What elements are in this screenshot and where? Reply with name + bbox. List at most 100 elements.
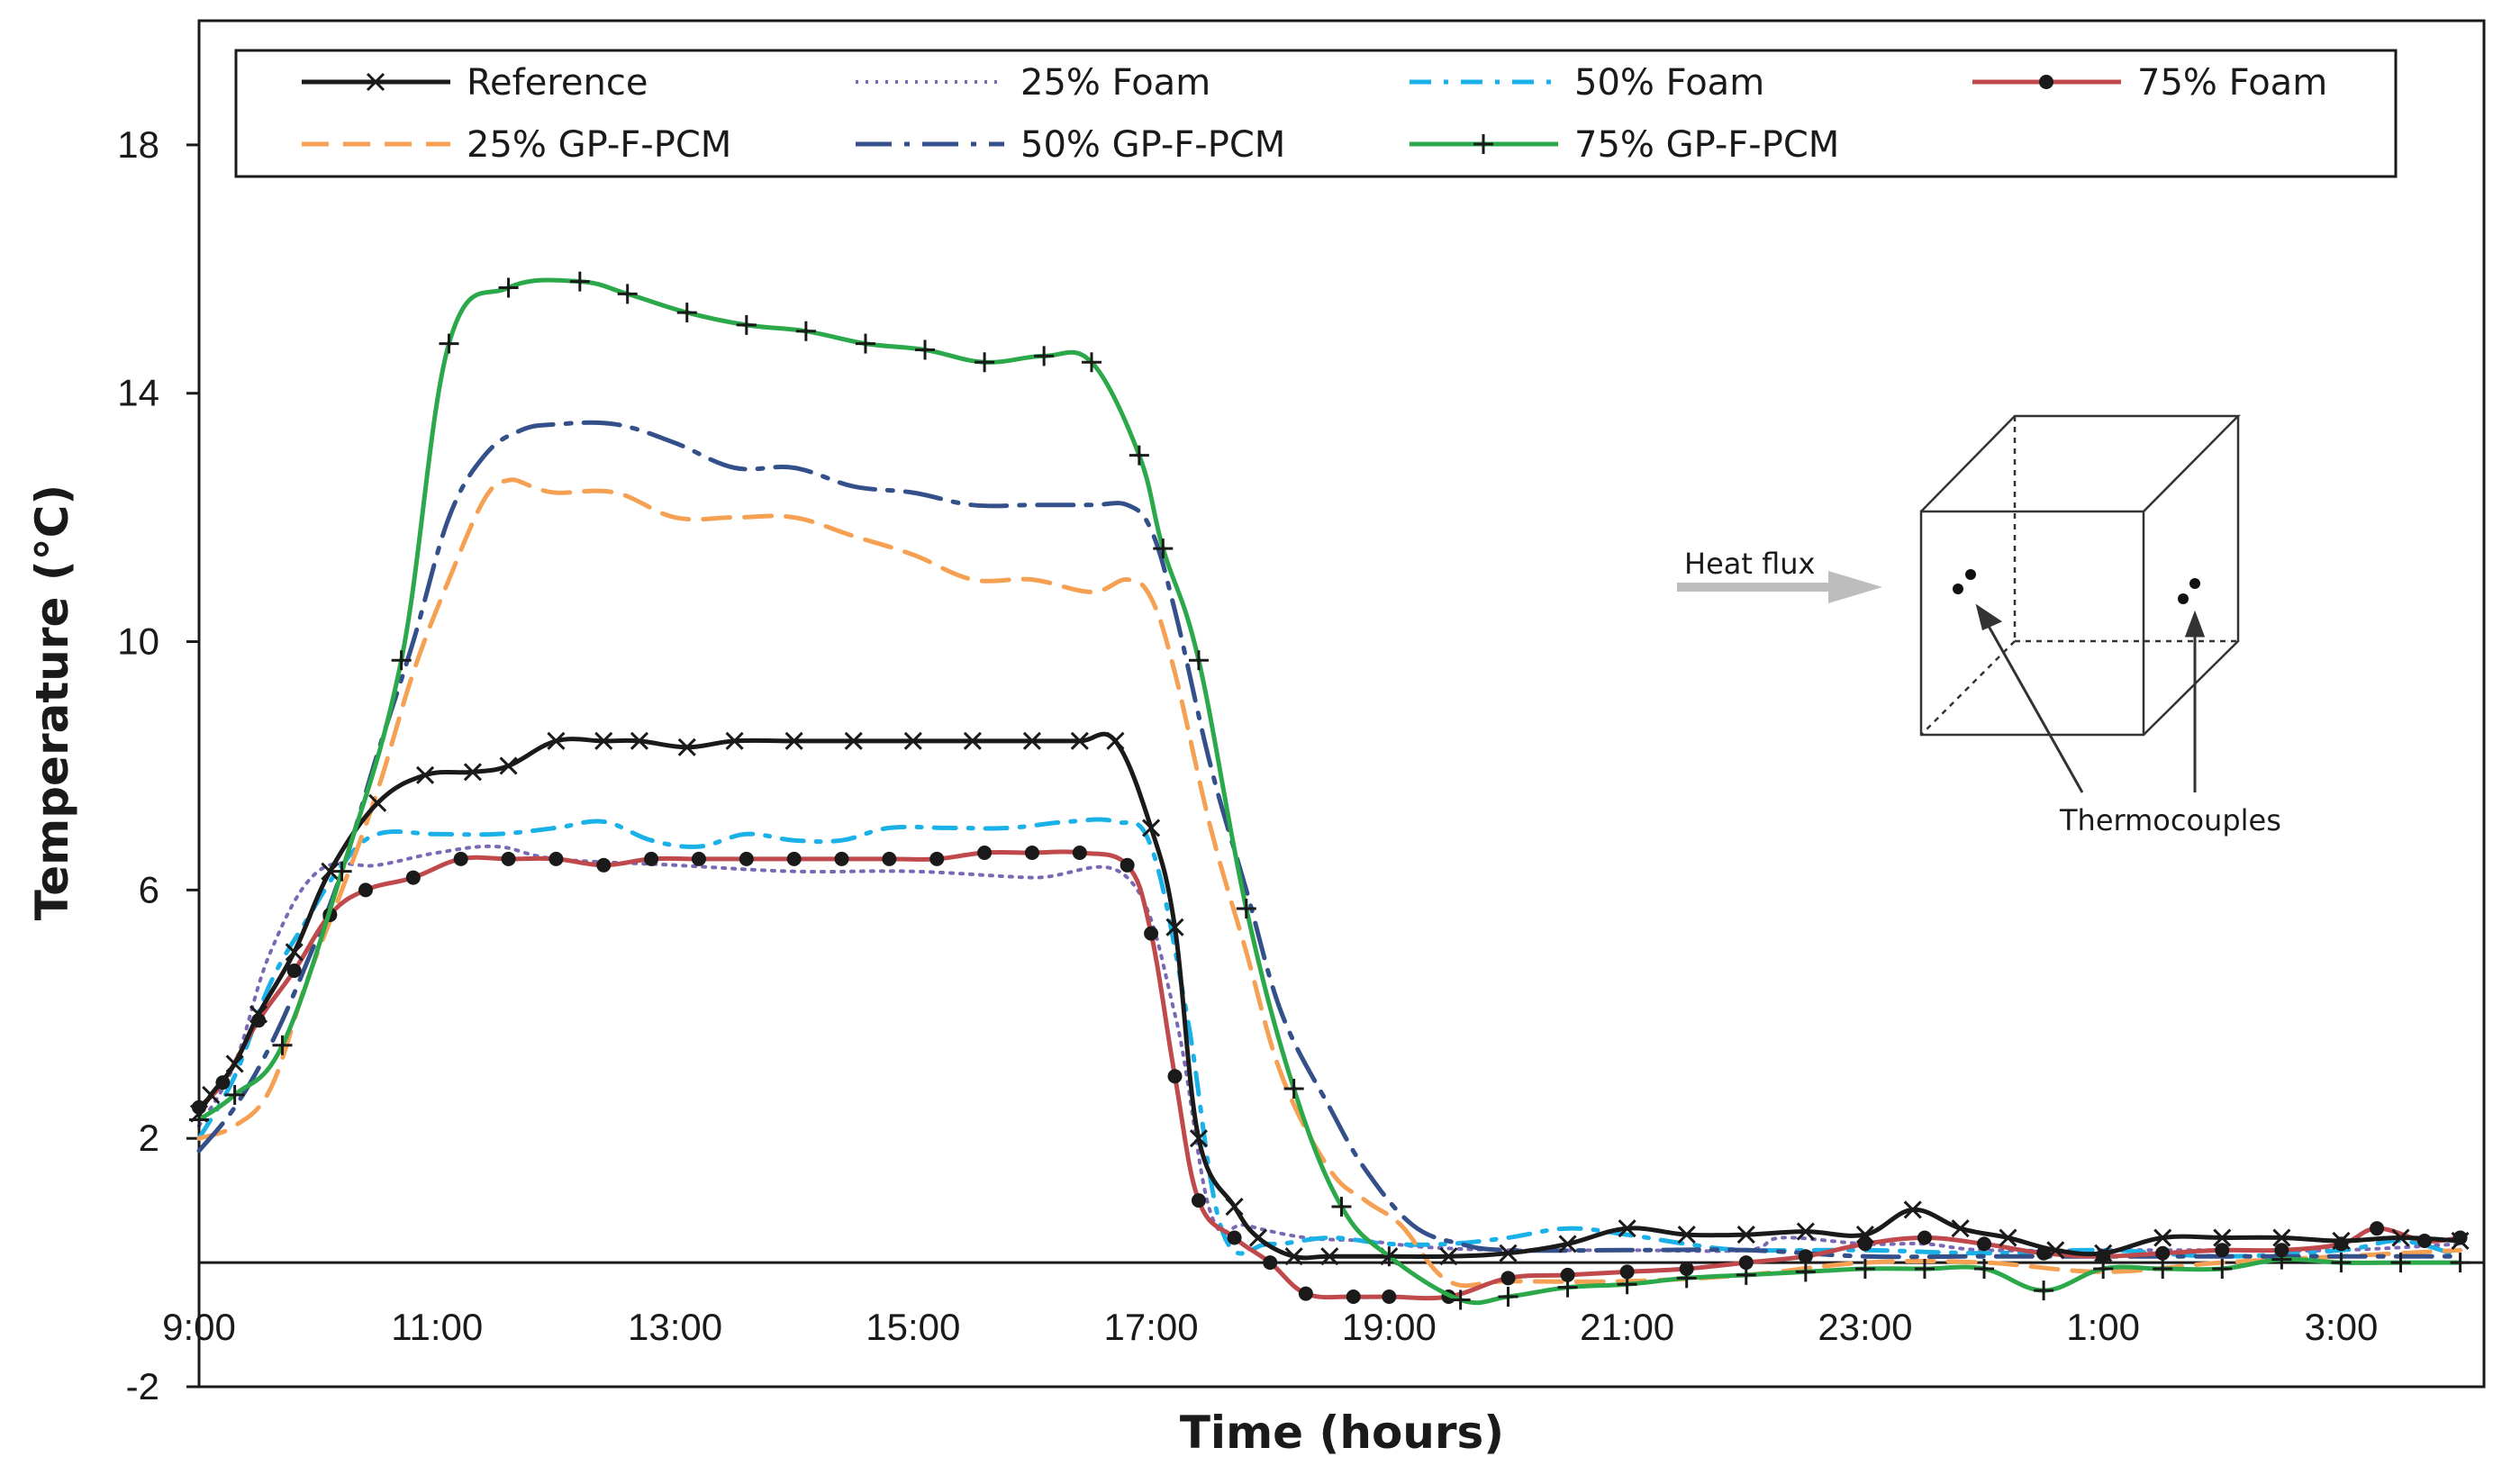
series-reference-marker — [2272, 1228, 2291, 1247]
thermocouple-dot — [2189, 578, 2200, 589]
series-75pct-foam-marker — [739, 851, 754, 866]
series-75pct-foam-marker — [1072, 845, 1087, 860]
series-reference-marker — [2391, 1228, 2410, 1247]
cube-hidden-edge — [1920, 640, 2016, 736]
series-reference-marker — [1225, 1197, 1244, 1217]
y-tick-label: 14 — [117, 372, 159, 414]
series-75pct-foam-marker — [834, 851, 849, 866]
thermocouples-label: Thermocouples — [2059, 803, 2281, 837]
series-75pct-foam-marker — [929, 851, 945, 866]
series-reference-marker — [1248, 1228, 1268, 1247]
series-reference-marker — [1903, 1200, 1922, 1219]
series-line-50pct-foam — [196, 817, 2463, 1259]
legend-label: 75% Foam — [2137, 62, 2327, 104]
series-reference-marker — [1142, 819, 1161, 837]
y-tick-label: 10 — [117, 620, 159, 663]
x-tick-label: 19:00 — [1342, 1306, 1437, 1348]
series-reference-marker — [547, 731, 566, 750]
series-75pct-foam-marker — [2155, 1245, 2171, 1261]
series-reference-marker — [1189, 1129, 1208, 1148]
series-reference-marker — [903, 731, 922, 750]
series-75pct-foam-marker — [358, 882, 373, 898]
series-50pct-foam — [196, 817, 2463, 1259]
series-reference-marker — [463, 763, 482, 782]
legend-label: 50% Foam — [1574, 62, 1764, 104]
x-tick-label: 3:00 — [2305, 1306, 2379, 1348]
legend-label: 75% GP-F-PCM — [1574, 124, 1839, 166]
series-reference-marker — [2046, 1241, 2065, 1260]
series-75pct-foam-marker — [1120, 857, 1135, 873]
series-reference-marker — [368, 793, 387, 812]
series-reference-marker — [784, 731, 803, 750]
series-layer — [189, 271, 2470, 1310]
series-line-75pct-gp-f-pcm — [196, 277, 2463, 1306]
series-75pct-foam-marker — [1263, 1255, 1278, 1271]
series-reference-marker — [1499, 1244, 1518, 1262]
y-tick-label: -2 — [126, 1365, 159, 1407]
legend-item-reference: Reference — [302, 62, 648, 104]
series-reference-marker — [1558, 1235, 1577, 1253]
series-reference-marker — [677, 737, 696, 756]
thermocouple-pointer-line — [1984, 620, 2084, 793]
thermocouple-dot — [2178, 593, 2189, 604]
series-75pct-foam-marker — [1144, 926, 1159, 941]
series-reference-marker — [2094, 1244, 2113, 1262]
series-reference-marker — [1022, 731, 1042, 750]
series-75pct-foam-marker — [596, 857, 612, 873]
series-75pct-foam-marker — [548, 851, 564, 866]
series-75pct-foam-marker — [1619, 1264, 1635, 1280]
thermocouple-dot — [1965, 569, 1976, 580]
series-reference-marker — [321, 862, 340, 881]
series-75pct-foam-marker — [977, 845, 993, 860]
series-75pct-foam-marker — [1977, 1236, 1992, 1252]
cube-top-face — [1920, 414, 2241, 512]
legend-label: 25% Foam — [1020, 62, 1210, 104]
series-75pct-foam-marker — [1346, 1289, 1361, 1305]
series-75pct-foam-marker — [1024, 845, 1039, 860]
heat-flux-arrow — [1677, 571, 1882, 603]
series-reference-marker — [630, 731, 648, 750]
x-tick-label: 21:00 — [1580, 1306, 1674, 1348]
legend-marker — [366, 72, 385, 92]
series-75pct-foam-marker — [453, 851, 468, 866]
series-50pct-gp-f-pcm — [196, 420, 2463, 1260]
series-reference-marker — [2153, 1228, 2172, 1247]
thermocouple-points — [1953, 569, 2200, 604]
y-tick-label: 2 — [139, 1117, 159, 1159]
series-75pct-foam-marker — [286, 964, 302, 979]
series-75pct-foam-marker — [501, 851, 516, 866]
series-75pct-foam-marker — [786, 851, 802, 866]
series-75pct-foam-marker — [1298, 1286, 1313, 1301]
series-reference-marker — [844, 731, 863, 750]
series-line-50pct-gp-f-pcm — [196, 420, 2463, 1260]
series-reference-marker — [1855, 1226, 1874, 1244]
thermocouple-dot — [1953, 584, 1963, 594]
series-75pct-foam-marker — [1560, 1267, 1575, 1282]
series-reference-marker — [1796, 1222, 1815, 1241]
x-tick-label: 11:00 — [391, 1306, 483, 1348]
x-axis-ticks: 9:00 11:00 13:00 15:00 17:00 19:00 21:00 23:00 1… — [162, 1306, 2378, 1348]
y-axis-ticks: -2 2 6 10 14 18 — [117, 123, 199, 1407]
series-reference-marker — [1165, 918, 1184, 937]
series-reference-marker — [1439, 1247, 1458, 1266]
series-75pct-foam-marker — [405, 870, 421, 885]
series-reference-marker — [1284, 1247, 1303, 1266]
x-tick-label: 23:00 — [1818, 1306, 1912, 1348]
series-reference-marker — [1736, 1226, 1755, 1244]
series-75pct-foam-marker — [1500, 1271, 1516, 1286]
series-25pct-foam — [197, 844, 2462, 1253]
series-reference-marker — [415, 765, 435, 784]
series-reference-marker — [2451, 1231, 2470, 1251]
x-axis-title: Time (hours) — [1180, 1407, 1504, 1459]
series-75pct-foam-marker — [1857, 1236, 1872, 1252]
series-reference-marker — [202, 1085, 221, 1104]
series-reference-marker — [1677, 1226, 1696, 1244]
series-line-75pct-foam — [196, 849, 2463, 1301]
x-tick-label: 1:00 — [2066, 1306, 2140, 1348]
heat-flux-label: Heat flux — [1684, 547, 1815, 581]
legend-item-25pct-foam: 25% Foam — [856, 62, 1210, 104]
legend: Reference 25% Foam 50% Foam 75% Foam 25% GP-… — [302, 62, 2327, 166]
series-75pct-foam — [192, 845, 2468, 1305]
series-75pct-gp-f-pcm — [189, 271, 2470, 1310]
